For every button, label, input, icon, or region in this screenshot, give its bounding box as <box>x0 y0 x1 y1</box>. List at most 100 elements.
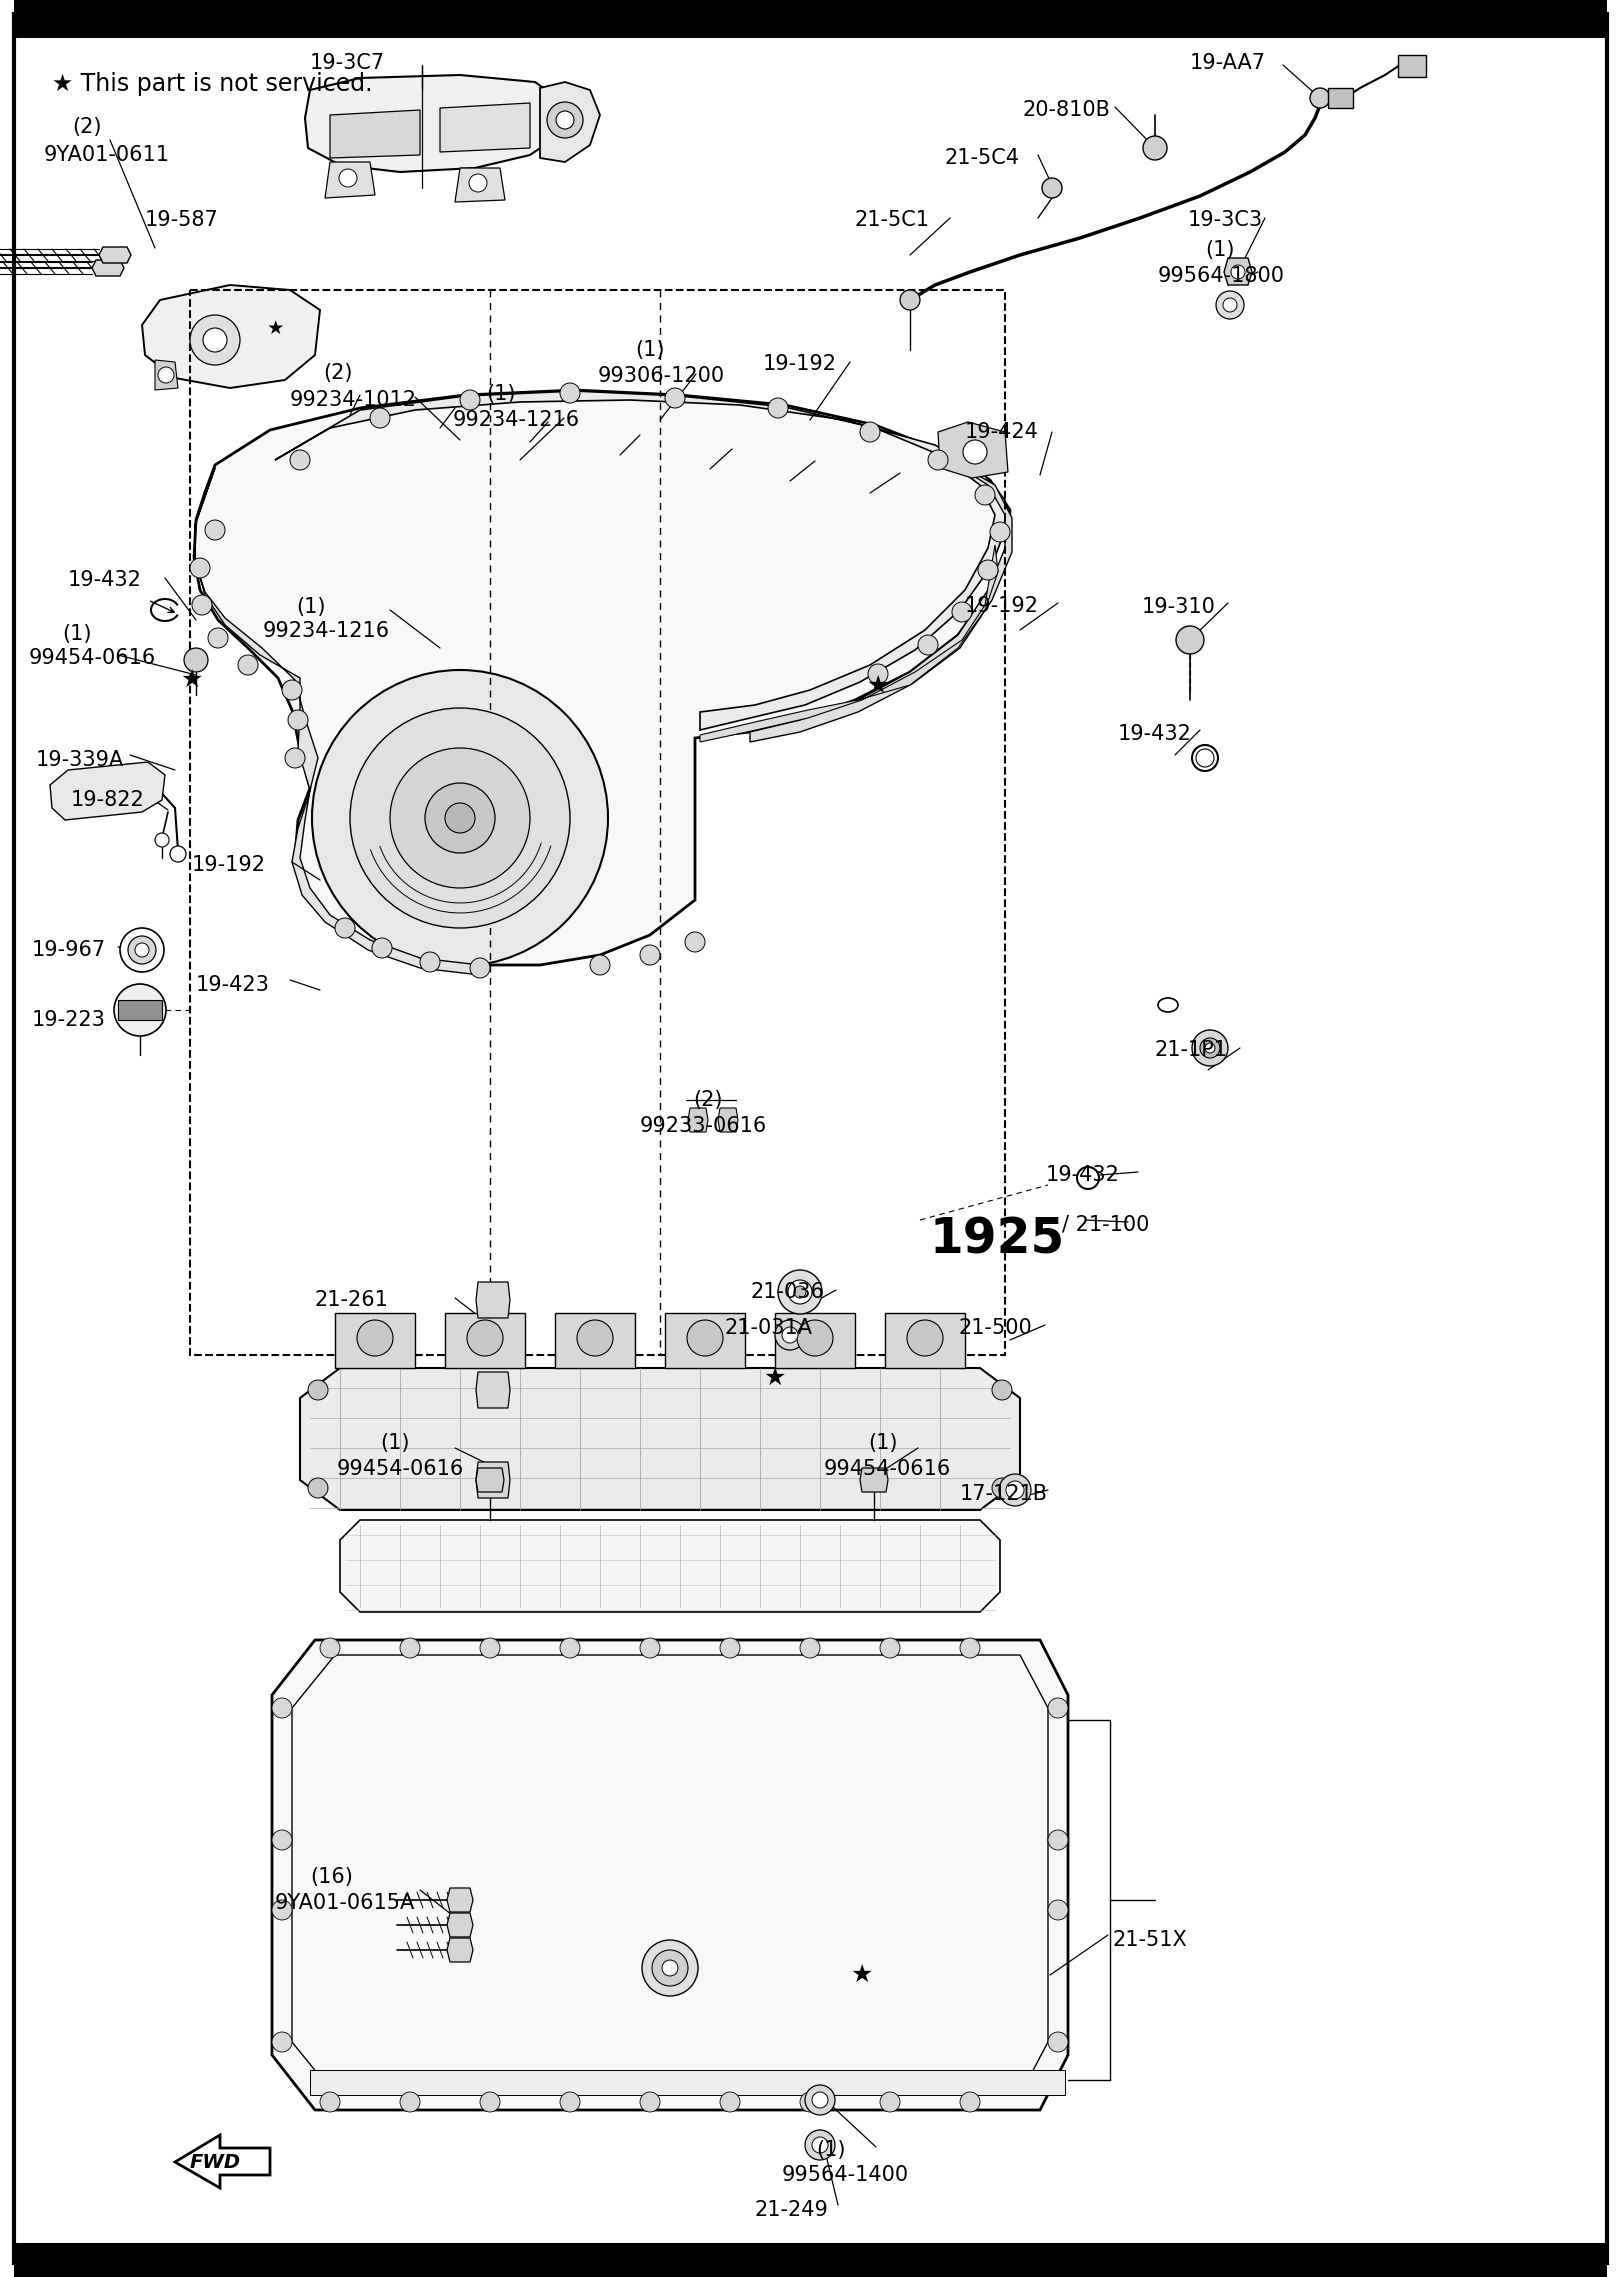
Circle shape <box>1310 89 1329 107</box>
Text: 21-261: 21-261 <box>314 1291 389 1309</box>
Circle shape <box>120 929 164 972</box>
Circle shape <box>559 1637 580 1658</box>
Circle shape <box>425 783 494 854</box>
Polygon shape <box>447 1913 473 1938</box>
Circle shape <box>290 451 310 469</box>
Text: 21-249: 21-249 <box>754 2200 828 2220</box>
Circle shape <box>480 2093 499 2113</box>
Text: 19-967: 19-967 <box>32 940 105 961</box>
Text: 19-223: 19-223 <box>32 1011 105 1029</box>
Circle shape <box>203 328 227 353</box>
Polygon shape <box>446 1314 525 1368</box>
Circle shape <box>1049 1699 1068 1719</box>
Text: 99564-1800: 99564-1800 <box>1157 266 1285 287</box>
Polygon shape <box>939 421 1008 478</box>
Polygon shape <box>272 1639 1068 2111</box>
Circle shape <box>665 387 686 408</box>
Circle shape <box>778 1271 822 1314</box>
Circle shape <box>806 2129 835 2161</box>
Text: (1): (1) <box>635 339 665 360</box>
Bar <box>15 0 1606 39</box>
Circle shape <box>185 649 207 672</box>
Text: ★: ★ <box>182 667 203 692</box>
Polygon shape <box>305 75 559 173</box>
Circle shape <box>308 1380 327 1400</box>
Circle shape <box>788 1280 812 1305</box>
Circle shape <box>960 2093 981 2113</box>
Text: 19-424: 19-424 <box>964 421 1039 442</box>
Circle shape <box>460 389 480 410</box>
Circle shape <box>640 945 660 965</box>
Text: 21-5C1: 21-5C1 <box>854 209 930 230</box>
Circle shape <box>308 1478 327 1498</box>
Polygon shape <box>92 260 123 276</box>
Circle shape <box>546 102 584 139</box>
Circle shape <box>999 1473 1031 1505</box>
Circle shape <box>480 1637 499 1658</box>
Text: 20-810B: 20-810B <box>1021 100 1110 121</box>
Circle shape <box>357 1321 392 1357</box>
Circle shape <box>861 421 880 442</box>
Text: 17-121B: 17-121B <box>960 1485 1049 1505</box>
Circle shape <box>1049 1899 1068 1920</box>
Circle shape <box>1191 1029 1229 1066</box>
Circle shape <box>468 173 486 191</box>
Polygon shape <box>300 1368 1020 1510</box>
Polygon shape <box>340 1521 1000 1612</box>
Text: 19-822: 19-822 <box>71 790 144 811</box>
Circle shape <box>908 1321 943 1357</box>
Circle shape <box>652 1949 687 1986</box>
Circle shape <box>113 984 165 1036</box>
Circle shape <box>1222 298 1237 312</box>
Text: 21-51X: 21-51X <box>1114 1931 1188 1949</box>
Text: 19-3C3: 19-3C3 <box>1188 209 1263 230</box>
Circle shape <box>812 2138 828 2154</box>
Circle shape <box>319 2093 340 2113</box>
Bar <box>190 289 1005 1355</box>
Polygon shape <box>861 1469 888 1491</box>
Text: (1): (1) <box>815 2140 846 2161</box>
Circle shape <box>272 1699 292 1719</box>
Text: 19-432: 19-432 <box>68 569 143 590</box>
Circle shape <box>960 1637 981 1658</box>
Polygon shape <box>456 168 506 203</box>
Text: 21-031A: 21-031A <box>725 1318 812 1339</box>
Polygon shape <box>447 1938 473 1963</box>
Circle shape <box>559 383 580 403</box>
Circle shape <box>900 289 921 310</box>
Circle shape <box>577 1321 613 1357</box>
Circle shape <box>446 804 475 833</box>
Circle shape <box>720 2093 741 2113</box>
Circle shape <box>470 959 490 979</box>
Circle shape <box>1042 178 1062 198</box>
Circle shape <box>190 314 240 364</box>
Circle shape <box>990 521 1010 542</box>
Circle shape <box>952 601 973 622</box>
Circle shape <box>156 833 169 847</box>
Text: (16): (16) <box>310 1867 353 1888</box>
Circle shape <box>806 2086 835 2115</box>
Polygon shape <box>718 1109 738 1132</box>
Text: 99454-0616: 99454-0616 <box>823 1460 952 1480</box>
Circle shape <box>556 112 574 130</box>
Circle shape <box>191 594 212 615</box>
Polygon shape <box>143 285 319 387</box>
Text: 19-192: 19-192 <box>763 353 836 373</box>
Text: 9YA01-0611: 9YA01-0611 <box>44 146 170 164</box>
Circle shape <box>992 1478 1012 1498</box>
Circle shape <box>350 708 571 929</box>
Text: (1): (1) <box>486 385 515 403</box>
Polygon shape <box>885 1314 964 1368</box>
Circle shape <box>1175 626 1204 653</box>
Circle shape <box>1049 1831 1068 1849</box>
Bar <box>15 2243 1606 2277</box>
Circle shape <box>400 1637 420 1658</box>
Text: ★: ★ <box>266 319 284 337</box>
Circle shape <box>720 1637 741 1658</box>
Circle shape <box>135 943 149 956</box>
Text: (2): (2) <box>323 362 352 383</box>
Circle shape <box>207 628 229 649</box>
Polygon shape <box>775 1314 854 1368</box>
Circle shape <box>128 936 156 963</box>
Circle shape <box>157 367 173 383</box>
